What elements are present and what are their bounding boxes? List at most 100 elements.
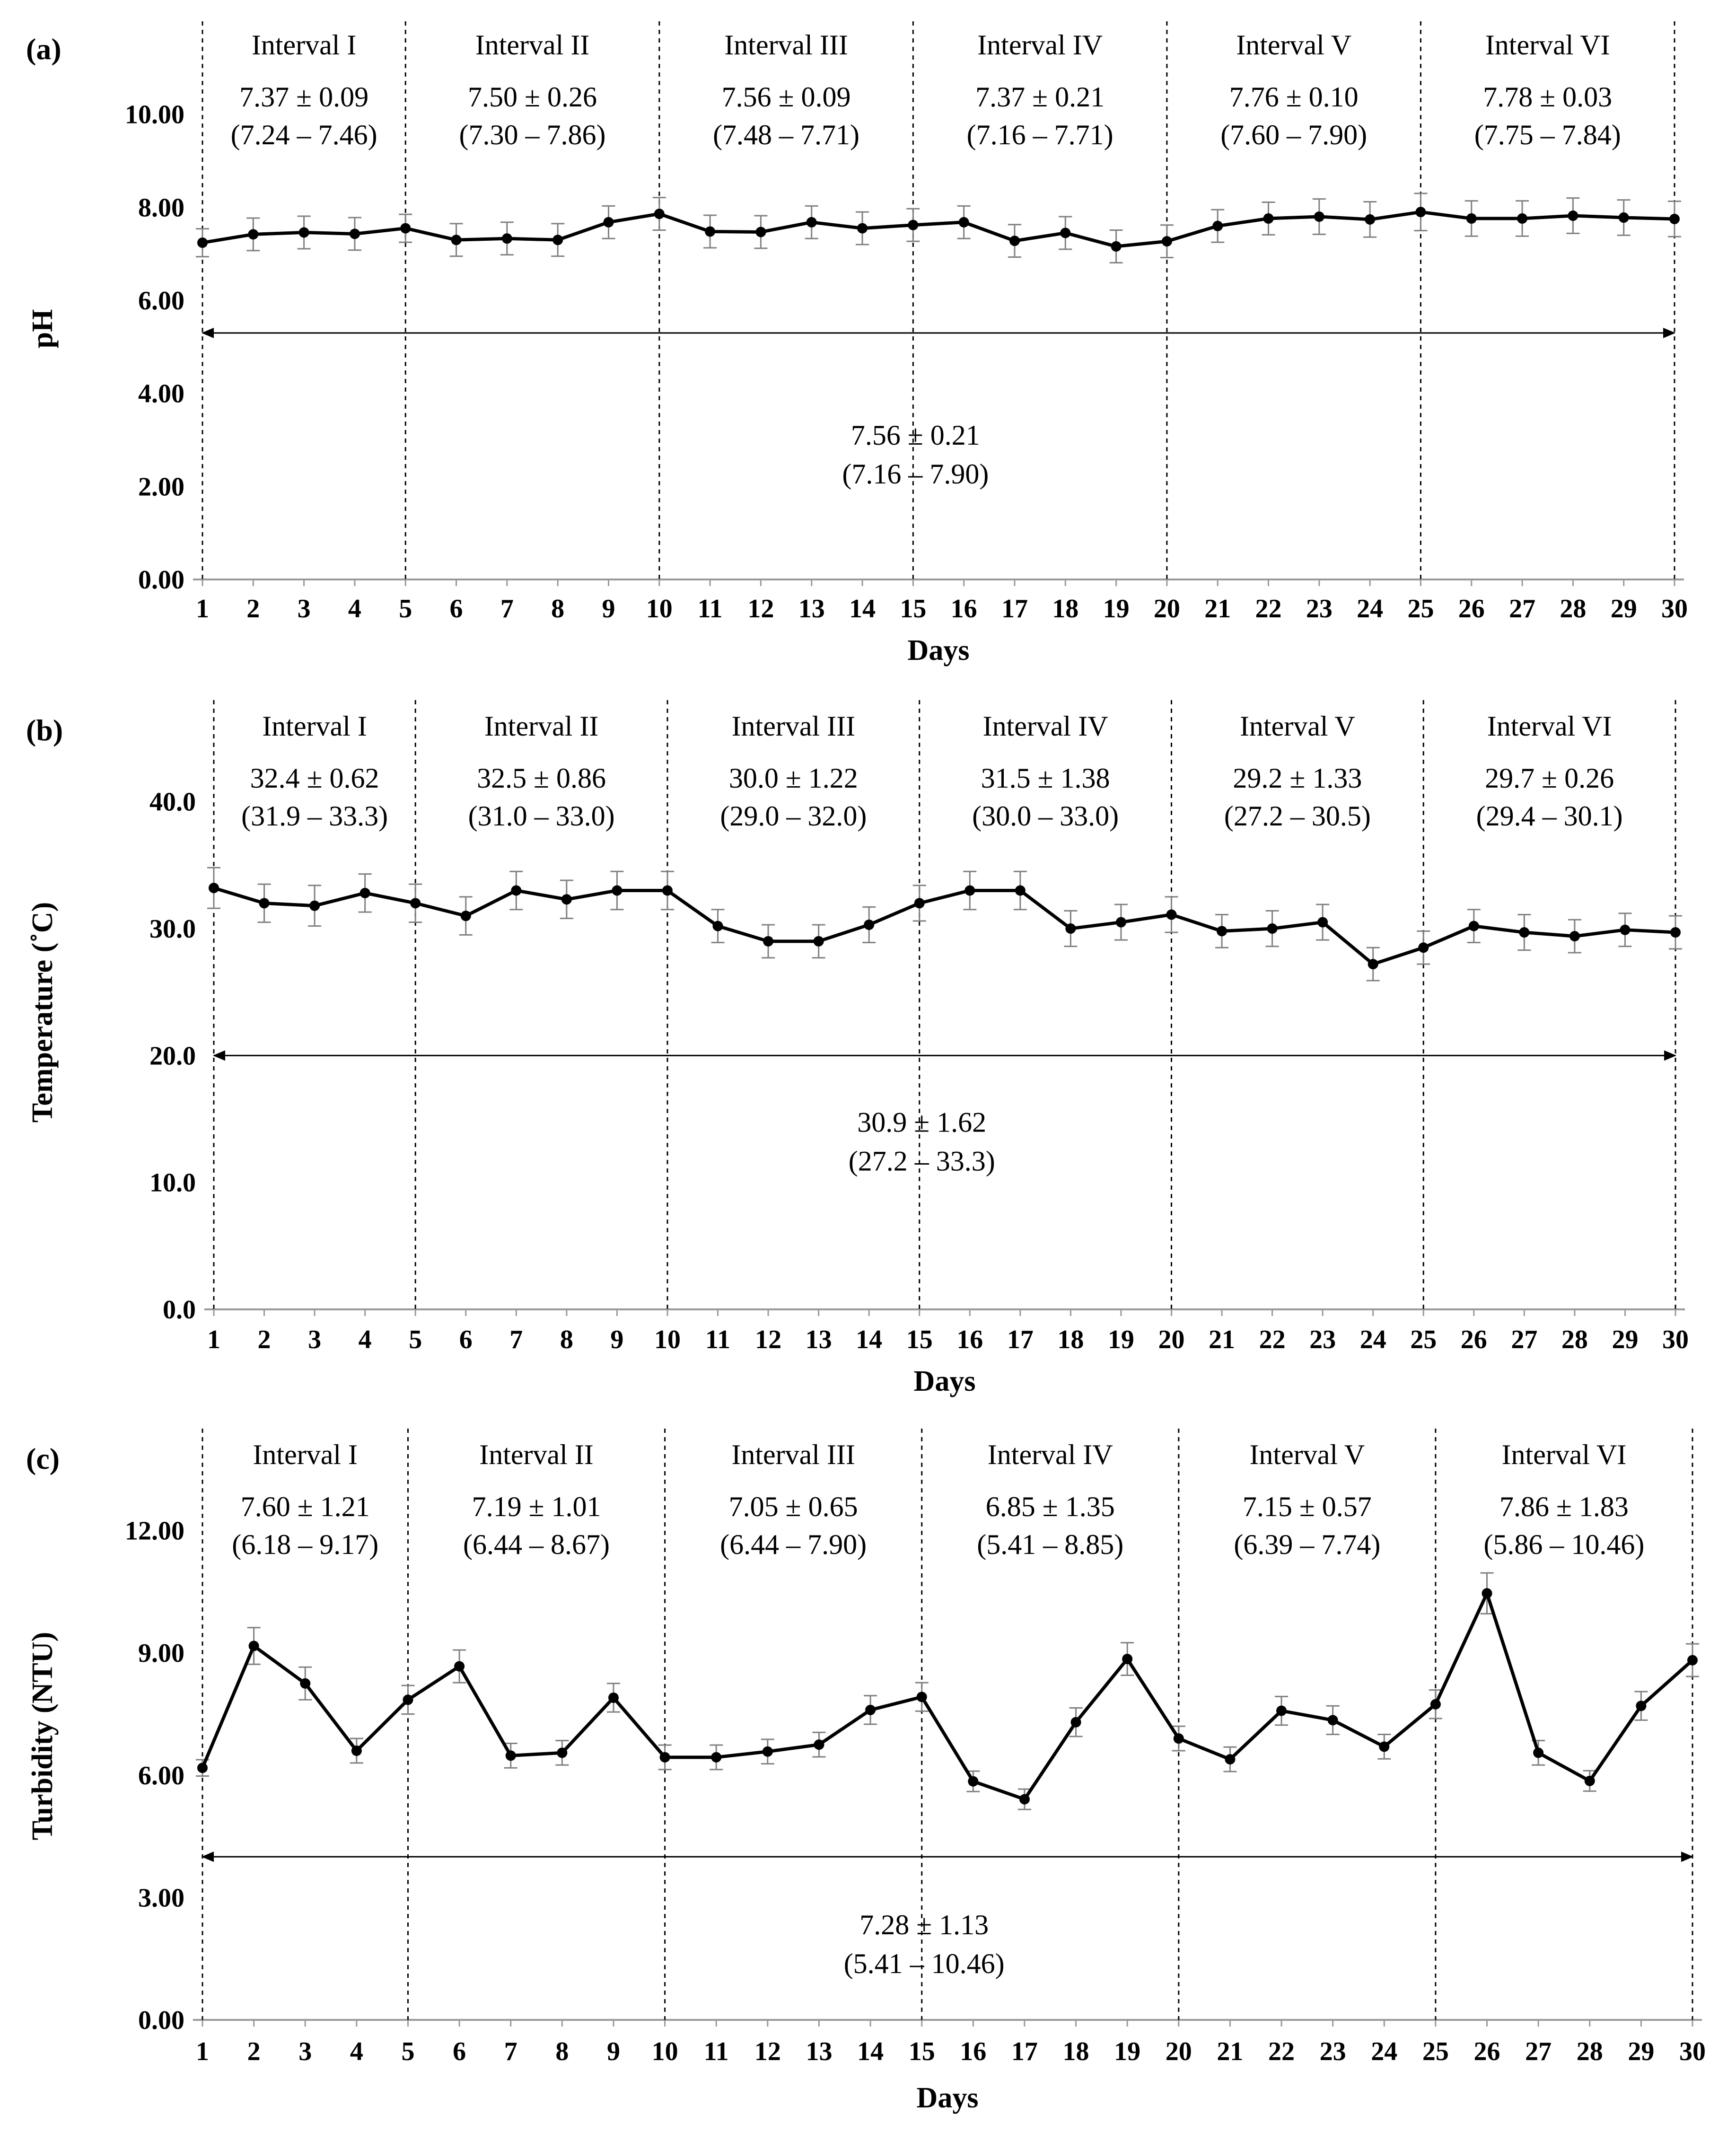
x-tick-label: 6 <box>459 1325 473 1354</box>
data-point <box>1687 1655 1698 1666</box>
data-point <box>454 1661 465 1672</box>
data-point <box>857 223 868 234</box>
data-point <box>662 885 673 896</box>
data-point <box>806 217 817 228</box>
data-point <box>259 898 270 909</box>
data-point <box>1365 214 1376 225</box>
panel-label: (c) <box>26 1442 60 1475</box>
y-tick-label: 12.00 <box>125 1517 184 1546</box>
interval-mean-sd: 6.85 ± 1.35 <box>986 1491 1115 1522</box>
data-point <box>654 209 665 219</box>
interval-name: Interval I <box>252 29 357 61</box>
data-point <box>300 1678 311 1689</box>
data-point <box>197 1763 208 1773</box>
interval-name: Interval II <box>475 29 590 61</box>
data-point <box>1466 213 1477 224</box>
x-tick-label: 17 <box>1007 1325 1034 1354</box>
interval-mean-sd: 7.60 ± 1.21 <box>241 1491 370 1522</box>
y-tick-label: 6.00 <box>138 286 184 316</box>
data-point <box>1519 927 1530 938</box>
interval-name: Interval VI <box>1487 711 1612 742</box>
data-point <box>1468 921 1479 931</box>
data-point <box>248 229 259 240</box>
data-point <box>1166 909 1177 920</box>
interval-name: Interval III <box>732 711 856 742</box>
interval-range: (6.44 – 7.90) <box>720 1529 867 1560</box>
data-point <box>705 226 716 237</box>
y-tick-label: 3.00 <box>138 1883 184 1913</box>
y-tick-label: 20.0 <box>149 1041 196 1070</box>
series-line <box>213 886 1676 966</box>
y-tick-label: 10.00 <box>125 100 184 130</box>
data-point <box>410 898 421 909</box>
x-tick-label: 30 <box>1661 594 1688 623</box>
data-point <box>864 919 875 930</box>
x-tick-label: 9 <box>602 594 615 623</box>
data-point <box>1533 1747 1544 1758</box>
x-tick-label: 29 <box>1612 1325 1638 1354</box>
x-tick-label: 11 <box>698 594 723 623</box>
interval-name: Interval IV <box>983 711 1108 742</box>
x-tick-label: 20 <box>1154 594 1180 623</box>
x-tick-label: 12 <box>755 1325 781 1354</box>
y-axis-title: pH <box>26 309 59 349</box>
data-point <box>1263 213 1274 224</box>
x-tick-label: 7 <box>500 594 514 623</box>
y-axis-title: Temperature (˚C) <box>26 902 59 1123</box>
x-tick-label: 2 <box>247 2037 261 2066</box>
data-point <box>557 1747 568 1758</box>
interval-mean-sd: 7.37 ± 0.09 <box>239 81 368 113</box>
x-tick-label: 16 <box>956 1325 983 1354</box>
x-tick-label: 4 <box>359 1325 372 1354</box>
x-tick-label: 22 <box>1259 1325 1286 1354</box>
data-point <box>1517 213 1528 224</box>
data-point <box>1620 924 1631 935</box>
data-point <box>1618 212 1629 223</box>
interval-mean-sd: 29.2 ± 1.33 <box>1233 763 1362 794</box>
data-point <box>1161 236 1172 247</box>
x-tick-label: 4 <box>350 2037 363 2066</box>
x-tick-label: 13 <box>806 1325 832 1354</box>
x-tick-label: 2 <box>258 1325 271 1354</box>
data-point <box>814 1739 824 1750</box>
x-tick-label: 8 <box>551 594 564 623</box>
x-tick-label: 23 <box>1309 1325 1336 1354</box>
chart-panel-c: (c) Turbidity (NTU) 0.00 3.00 6.00 9.00 12.00 1… <box>26 1429 1706 2114</box>
series-line <box>202 210 1675 248</box>
x-tick-label: 3 <box>298 594 311 623</box>
interval-range: (7.48 – 7.71) <box>713 119 859 150</box>
x-tick-label: 28 <box>1561 1325 1588 1354</box>
x-tick-label: 26 <box>1474 2037 1500 2066</box>
interval-range: (29.4 – 30.1) <box>1476 800 1623 832</box>
y-tick-label: 6.00 <box>138 1761 184 1790</box>
data-point <box>711 1752 722 1763</box>
data-point <box>1225 1754 1236 1765</box>
x-tick-label: 11 <box>704 2037 729 2066</box>
x-tick-label: 5 <box>399 594 412 623</box>
y-tick-label: 8.00 <box>138 193 184 222</box>
data-point <box>958 217 969 228</box>
x-tick-label: 2 <box>246 594 260 623</box>
interval-name: Interval I <box>262 711 367 742</box>
data-point <box>916 1692 927 1702</box>
x-tick-label: 18 <box>1052 594 1078 623</box>
x-tick-label: 6 <box>450 594 463 623</box>
interval-mean-sd: 7.86 ± 1.83 <box>1499 1491 1629 1522</box>
data-point <box>1415 207 1426 218</box>
x-tick-label: 11 <box>705 1325 730 1354</box>
data-point <box>813 936 824 947</box>
data-point <box>1430 1699 1441 1710</box>
data-point <box>1115 917 1126 928</box>
data-point <box>349 228 360 239</box>
data-point <box>762 1746 773 1757</box>
data-point <box>603 217 614 228</box>
x-tick-label: 15 <box>909 2037 935 2066</box>
interval-name: Interval II <box>479 1439 594 1470</box>
interval-name: Interval V <box>1240 711 1355 742</box>
interval-range: (29.0 – 32.0) <box>720 800 867 832</box>
x-tick-label: 28 <box>1560 594 1586 623</box>
data-point <box>1065 923 1076 934</box>
data-point <box>552 235 563 246</box>
interval-range: (7.60 – 7.90) <box>1220 119 1367 150</box>
interval-mean-sd: 7.37 ± 0.21 <box>975 81 1105 113</box>
